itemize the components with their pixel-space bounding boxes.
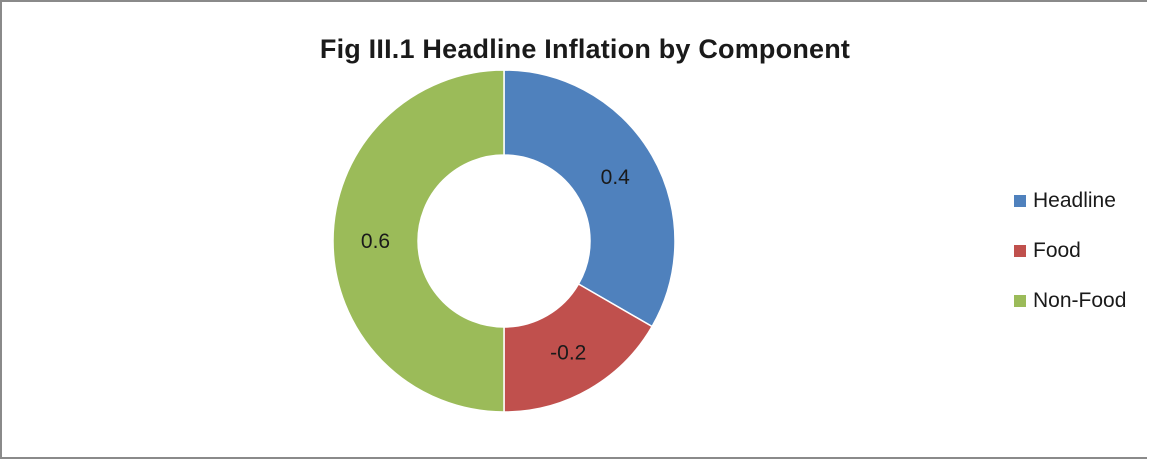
legend-item-headline: Headline: [1014, 176, 1126, 226]
data-label-food: -0.2: [550, 341, 586, 364]
donut-slice-headline: [503, 69, 676, 328]
legend-item-non-food: Non-Food: [1014, 276, 1126, 326]
legend-swatch-non-food: [1014, 295, 1026, 307]
legend-label-headline: Headline: [1033, 189, 1116, 212]
legend-swatch-headline: [1014, 195, 1026, 207]
legend-item-food: Food: [1014, 226, 1126, 276]
legend-label-food: Food: [1033, 239, 1081, 262]
legend-swatch-food: [1014, 245, 1026, 257]
donut-slice-food: [503, 282, 654, 413]
donut-slice-non-food: [332, 69, 505, 413]
data-label-non-food: 0.6: [361, 230, 390, 253]
legend: Headline Food Non-Food: [1014, 176, 1126, 326]
legend-label-non-food: Non-Food: [1033, 289, 1127, 312]
chart-title: Fig III.1 Headline Inflation by Componen…: [319, 34, 851, 64]
data-label-headline: 0.4: [601, 166, 631, 189]
